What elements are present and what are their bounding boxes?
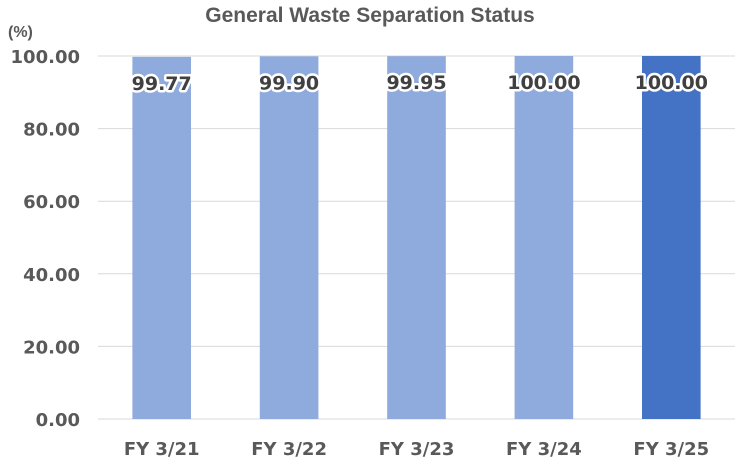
bar bbox=[259, 56, 319, 419]
y-tick-label: 60.00 bbox=[23, 192, 80, 213]
data-label: 100.00 bbox=[507, 72, 580, 94]
data-label: 100.00 bbox=[635, 72, 708, 94]
y-tick-label: 0.00 bbox=[36, 410, 80, 431]
y-tick-label: 100.00 bbox=[11, 47, 80, 68]
data-labels: 99.77 99.90 99.95 100.00 100.00 bbox=[129, 70, 710, 98]
data-label: 99.95 bbox=[386, 72, 446, 94]
x-axis-ticks: FY 3/21 FY 3/22 FY 3/23 FY 3/24 FY 3/25 bbox=[124, 439, 709, 460]
bar bbox=[132, 56, 192, 419]
x-tick-label: FY 3/23 bbox=[379, 439, 455, 460]
x-tick-label: FY 3/24 bbox=[506, 439, 582, 460]
chart-title: General Waste Separation Status bbox=[205, 4, 535, 27]
data-label: 99.77 bbox=[132, 73, 192, 95]
y-tick-label: 20.00 bbox=[23, 337, 80, 358]
bars bbox=[132, 56, 701, 420]
x-tick-label: FY 3/22 bbox=[251, 439, 327, 460]
bar bbox=[514, 56, 574, 419]
bar bbox=[641, 56, 701, 419]
x-tick-label: FY 3/25 bbox=[633, 439, 709, 460]
data-label: 99.90 bbox=[259, 72, 319, 94]
y-axis-ticks: 0.00 20.00 40.00 60.00 80.00 100.00 bbox=[11, 47, 80, 431]
y-tick-label: 80.00 bbox=[23, 120, 80, 141]
y-axis-unit: (%) bbox=[8, 24, 33, 41]
x-tick-label: FY 3/21 bbox=[124, 439, 200, 460]
bar bbox=[387, 56, 446, 420]
y-tick-label: 40.00 bbox=[23, 265, 80, 286]
